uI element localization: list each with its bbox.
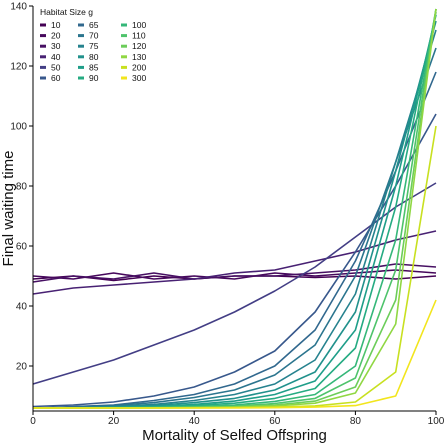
legend-label: 110 [132,31,146,41]
y-tick-label: 20 [16,362,28,373]
y-tick-label: 80 [16,182,28,193]
axes-layer: 0 20 40 60 80 100 20 40 60 80 100 120 140 [10,2,444,428]
legend-label: 130 [132,52,146,62]
legend-label: 60 [51,73,61,83]
x-tick-label: 80 [350,416,362,427]
y-axis-title: Final waiting time [0,151,17,267]
series-line-300 [33,299,437,409]
x-axis-title: Mortality of Selfed Offspring [142,427,327,444]
legend-label: 90 [89,73,99,83]
x-tick-label: 60 [269,416,281,427]
x-tick-label: 100 [428,416,445,427]
legend-label: 100 [132,20,146,30]
legend-label: 20 [51,31,61,41]
legend-label: 40 [51,52,61,62]
y-ticks: 20 40 60 80 100 120 140 [10,2,33,373]
legend-label: 10 [51,20,61,30]
legend-label: 65 [89,20,99,30]
y-tick-label: 60 [16,242,28,253]
x-tick-label: 0 [30,416,36,427]
y-tick-label: 120 [10,62,27,73]
series-line-20 [32,269,437,280]
series-layer [32,8,437,409]
x-tick-label: 40 [189,416,201,427]
legend-label: 120 [132,41,146,51]
legend-label: 300 [132,73,146,83]
y-tick-label: 40 [16,302,28,313]
x-tick-label: 20 [108,416,120,427]
x-ticks: 0 20 40 60 80 100 [30,411,445,427]
y-tick-label: 100 [10,122,27,133]
legend-label: 50 [51,62,61,72]
series-line-50 [32,182,437,385]
legend-title: Habitat Size g [40,7,93,17]
legend-label: 30 [51,41,61,51]
legend-label: 75 [89,41,99,51]
series-line-30 [32,263,437,283]
legend-label: 85 [89,62,99,72]
y-tick-label: 140 [10,2,27,13]
legend-label: 80 [89,52,99,62]
legend-label: 70 [89,31,99,41]
legend: Habitat Size g 1020304050606570758085901… [40,7,146,83]
legend-label: 200 [132,62,146,72]
